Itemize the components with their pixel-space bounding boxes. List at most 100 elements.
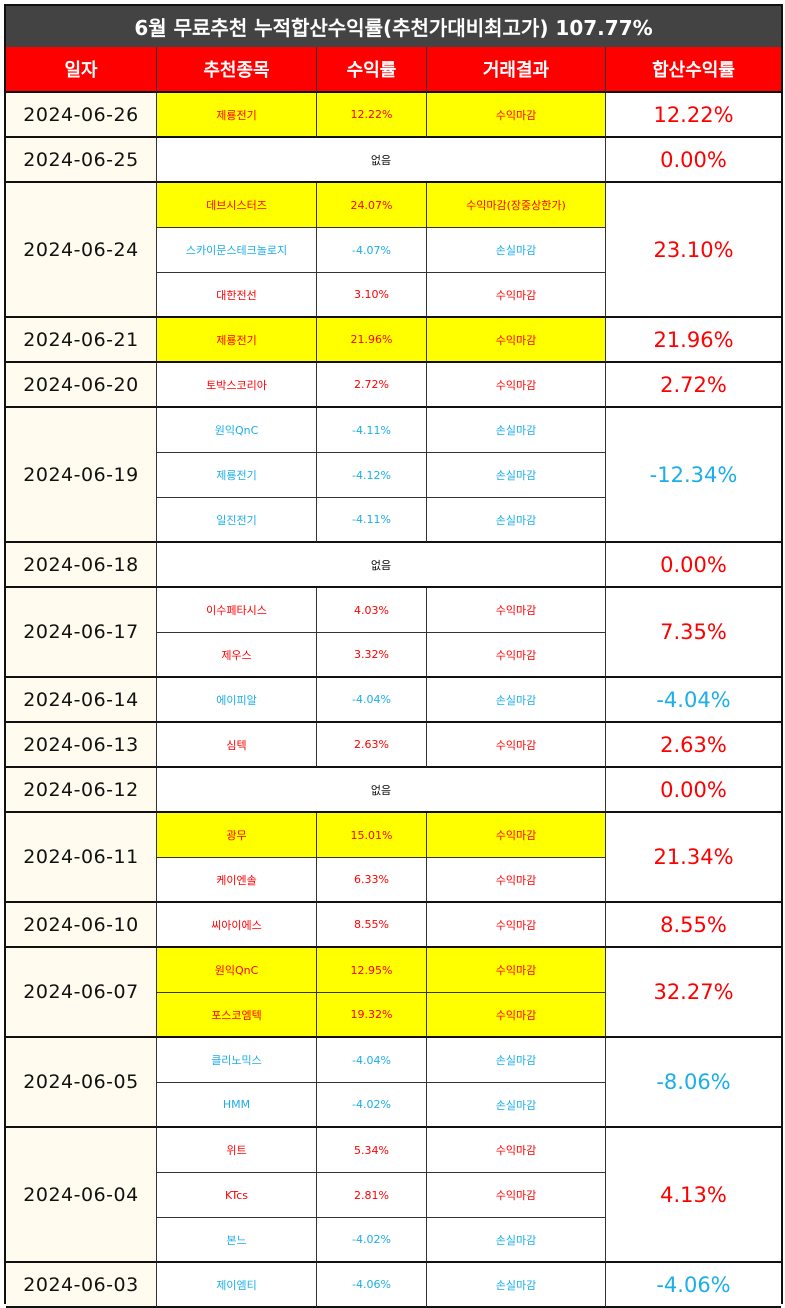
stock-result: 수익마감 bbox=[427, 1128, 606, 1173]
header-rate: 수익률 bbox=[317, 47, 427, 93]
stock-result: 수익마감 bbox=[427, 858, 606, 903]
stock-rate: 19.32% bbox=[317, 993, 427, 1038]
total-return-cell: 8.55% bbox=[606, 903, 781, 948]
total-return-cell: -4.06% bbox=[606, 1263, 781, 1308]
total-return-cell: 2.72% bbox=[606, 363, 781, 408]
date-cell: 2024-06-21 bbox=[6, 318, 157, 363]
date-cell: 2024-06-25 bbox=[6, 138, 157, 183]
stock-name: 스카이문스테크놀로지 bbox=[157, 228, 317, 273]
date-cell: 2024-06-13 bbox=[6, 723, 157, 768]
stock-name: 일진전기 bbox=[157, 498, 317, 543]
stock-name: 제룡전기 bbox=[157, 453, 317, 498]
date-cell: 2024-06-19 bbox=[6, 408, 157, 543]
stock-rate: -4.11% bbox=[317, 408, 427, 453]
table-title: 6월 무료추천 누적합산수익률(추천가대비최고가) 107.77% bbox=[6, 6, 781, 47]
stock-rate: -4.04% bbox=[317, 678, 427, 723]
stock-name: 심텍 bbox=[157, 723, 317, 768]
stock-result: 수익마감 bbox=[427, 633, 606, 678]
total-return-cell: 0.00% bbox=[606, 768, 781, 813]
total-return-cell: -12.34% bbox=[606, 408, 781, 543]
date-cell: 2024-06-10 bbox=[6, 903, 157, 948]
header-result: 거래결과 bbox=[427, 47, 606, 93]
stock-name: 클리노믹스 bbox=[157, 1038, 317, 1083]
date-cell: 2024-06-17 bbox=[6, 588, 157, 678]
stock-name: 케이엔솔 bbox=[157, 858, 317, 903]
stock-rate: -4.07% bbox=[317, 228, 427, 273]
stock-rate: -4.06% bbox=[317, 1263, 427, 1308]
stock-result: 수익마감 bbox=[427, 273, 606, 318]
total-return-cell: 0.00% bbox=[606, 138, 781, 183]
header-total: 합산수익률 bbox=[606, 47, 781, 93]
stock-name: 이수페타시스 bbox=[157, 588, 317, 633]
no-pick-cell: 없음 bbox=[157, 543, 606, 588]
total-return-cell: -4.04% bbox=[606, 678, 781, 723]
stock-rate: 5.34% bbox=[317, 1128, 427, 1173]
stock-rate: 3.10% bbox=[317, 273, 427, 318]
date-cell: 2024-06-12 bbox=[6, 768, 157, 813]
stock-result: 수익마감 bbox=[427, 93, 606, 138]
stock-name: 포스코엠텍 bbox=[157, 993, 317, 1038]
stock-rate: 12.22% bbox=[317, 93, 427, 138]
date-cell: 2024-06-18 bbox=[6, 543, 157, 588]
stock-result: 수익마감 bbox=[427, 363, 606, 408]
stock-rate: 6.33% bbox=[317, 858, 427, 903]
stock-result: 손실마감 bbox=[427, 408, 606, 453]
stock-name: 제이엠티 bbox=[157, 1263, 317, 1308]
total-return-cell: 7.35% bbox=[606, 588, 781, 678]
stock-rate: 21.96% bbox=[317, 318, 427, 363]
total-return-cell: 32.27% bbox=[606, 948, 781, 1038]
stock-rate: 8.55% bbox=[317, 903, 427, 948]
stock-name: HMM bbox=[157, 1083, 317, 1128]
stock-result: 수익마감 bbox=[427, 318, 606, 363]
date-cell: 2024-06-04 bbox=[6, 1128, 157, 1263]
no-pick-cell: 없음 bbox=[157, 138, 606, 183]
total-return-cell: 21.96% bbox=[606, 318, 781, 363]
stock-result: 손실마감 bbox=[427, 453, 606, 498]
stock-rate: 2.63% bbox=[317, 723, 427, 768]
stock-rate: -4.11% bbox=[317, 498, 427, 543]
stock-rate: 12.95% bbox=[317, 948, 427, 993]
total-return-cell: 12.22% bbox=[606, 93, 781, 138]
stock-rate: 4.03% bbox=[317, 588, 427, 633]
total-return-cell: 21.34% bbox=[606, 813, 781, 903]
stock-result: 수익마감 bbox=[427, 993, 606, 1038]
stock-result: 손실마감 bbox=[427, 1218, 606, 1263]
total-return-cell: 23.10% bbox=[606, 183, 781, 318]
stock-result: 손실마감 bbox=[427, 228, 606, 273]
total-return-cell: 4.13% bbox=[606, 1128, 781, 1263]
stock-result: 손실마감 bbox=[427, 1083, 606, 1128]
stock-result: 손실마감 bbox=[427, 498, 606, 543]
stock-result: 손실마감 bbox=[427, 1263, 606, 1308]
stock-rate: -4.12% bbox=[317, 453, 427, 498]
stock-name: KTcs bbox=[157, 1173, 317, 1218]
stock-rate: 3.32% bbox=[317, 633, 427, 678]
stock-rate: 15.01% bbox=[317, 813, 427, 858]
date-cell: 2024-06-05 bbox=[6, 1038, 157, 1128]
stock-rate: 2.72% bbox=[317, 363, 427, 408]
stock-rate: 2.81% bbox=[317, 1173, 427, 1218]
no-pick-cell: 없음 bbox=[157, 768, 606, 813]
header-date: 일자 bbox=[6, 47, 157, 93]
total-return-cell: -8.06% bbox=[606, 1038, 781, 1128]
stock-result: 수익마감 bbox=[427, 813, 606, 858]
stock-name: 원익QnC bbox=[157, 948, 317, 993]
stock-name: 본느 bbox=[157, 1218, 317, 1263]
stock-name: 제우스 bbox=[157, 633, 317, 678]
stock-name: 원익QnC bbox=[157, 408, 317, 453]
stock-result: 손실마감 bbox=[427, 1038, 606, 1083]
stock-result: 수익마감 bbox=[427, 948, 606, 993]
date-cell: 2024-06-03 bbox=[6, 1263, 157, 1308]
stock-name: 데브시스터즈 bbox=[157, 183, 317, 228]
stock-name: 제룡전기 bbox=[157, 93, 317, 138]
stock-name: 위트 bbox=[157, 1128, 317, 1173]
stock-name: 대한전선 bbox=[157, 273, 317, 318]
total-return-cell: 0.00% bbox=[606, 543, 781, 588]
stock-name: 광무 bbox=[157, 813, 317, 858]
stock-result: 수익마감 bbox=[427, 903, 606, 948]
date-cell: 2024-06-20 bbox=[6, 363, 157, 408]
stock-rate: -4.02% bbox=[317, 1083, 427, 1128]
stock-name: 에이피알 bbox=[157, 678, 317, 723]
stock-result: 수익마감 bbox=[427, 723, 606, 768]
date-cell: 2024-06-07 bbox=[6, 948, 157, 1038]
stock-rate: 24.07% bbox=[317, 183, 427, 228]
